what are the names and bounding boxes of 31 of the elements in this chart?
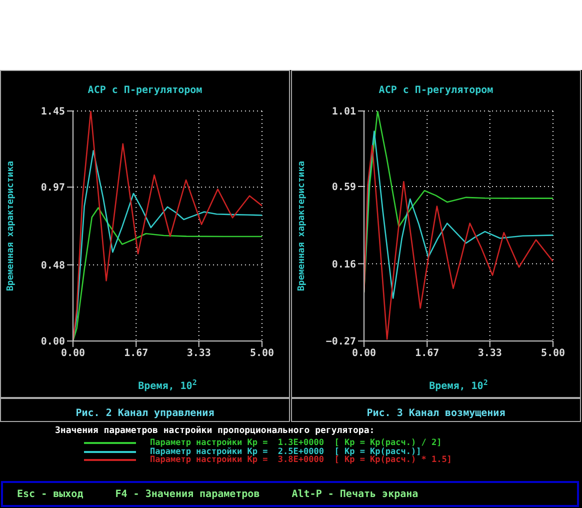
x-tick-label: 0.00 xyxy=(60,348,86,360)
x-axis-title: Время, 10$^{2}$ xyxy=(429,378,488,392)
x-tick-label: 5.00 xyxy=(540,348,566,360)
y-axis-title: Временная характеристика xyxy=(297,160,307,292)
chart-title: АСР с П-регулятором xyxy=(88,85,202,96)
text: Alt-P - Печать экрана xyxy=(292,488,418,500)
text: Параметр настройки Kp = 3.8E+0000 [ Kp = Kp(расч.) * 1.5] xyxy=(150,455,452,466)
x-tick-label: 3.33 xyxy=(478,348,502,360)
text: Параметр настройки Kp = 1.3E+0000 [ Kp = Kp(расч.) / 2] xyxy=(150,438,442,448)
text: F4 - Значения параметров xyxy=(115,488,260,500)
y-tick-label: 1.01 xyxy=(332,106,356,118)
x-tick-label: 3.33 xyxy=(186,348,211,360)
y-tick-label: −0.27 xyxy=(326,336,356,348)
legend-title: Значения параметров настройки пропорционального регулятора: xyxy=(55,426,375,436)
y-tick-label: 0.48 xyxy=(40,260,65,272)
y-tick-label: 0.59 xyxy=(332,182,356,194)
x-tick-label: 1.67 xyxy=(124,348,148,360)
text: Параметр настройки Kp = 2.5E+0000 [ Kp = Kp(расч.)] xyxy=(150,446,422,457)
x-tick-label: 5.00 xyxy=(250,348,274,360)
text: Рис. 2 Канал управления xyxy=(76,408,214,419)
y-tick-label: 0.16 xyxy=(332,259,356,270)
y-axis-title: Временная характеристика xyxy=(6,160,16,292)
x-tick-label: 1.67 xyxy=(415,348,440,360)
y-tick-label: 0.00 xyxy=(40,336,65,348)
text: Esc - выход xyxy=(17,488,84,500)
y-tick-label: 1.45 xyxy=(40,106,65,118)
x-tick-label: 0.00 xyxy=(352,348,376,360)
y-tick-label: 0.97 xyxy=(40,182,65,194)
x-axis-title: Время, 10$^{2}$ xyxy=(138,378,197,392)
chart-title: АСР с П-регулятором xyxy=(378,85,494,96)
text: Рис. 3 Канал возмущения xyxy=(366,408,506,419)
